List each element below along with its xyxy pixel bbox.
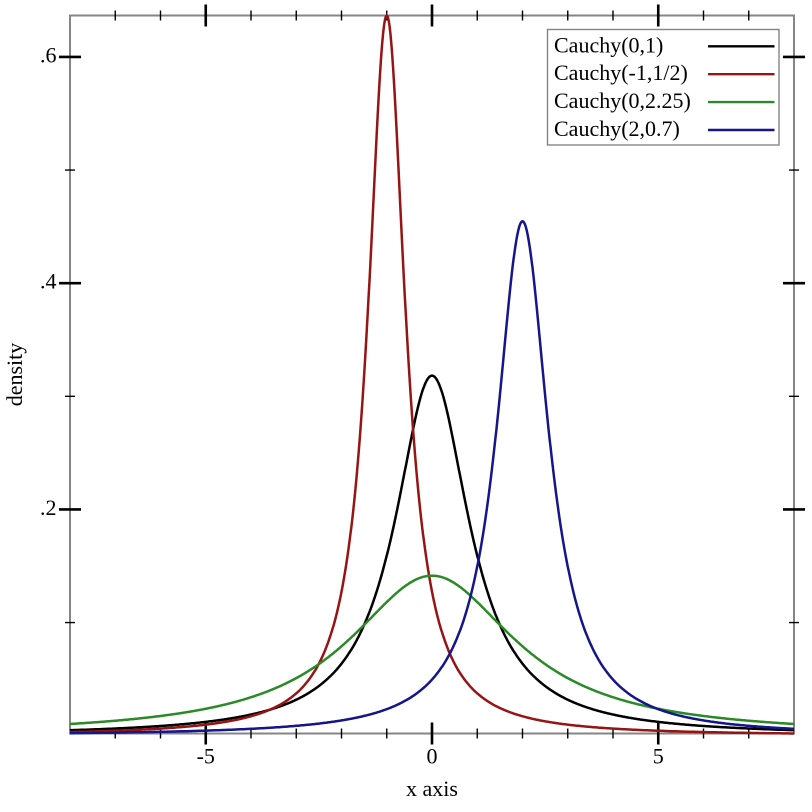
svg-text:x axis: x axis bbox=[406, 776, 458, 801]
svg-text:Cauchy(2,0.7): Cauchy(2,0.7) bbox=[554, 116, 680, 141]
svg-text:Cauchy(0,1): Cauchy(0,1) bbox=[554, 32, 663, 57]
svg-text:Cauchy(-1,1/2): Cauchy(-1,1/2) bbox=[554, 60, 688, 85]
svg-text:.2: .2 bbox=[40, 495, 57, 520]
svg-text:-5: -5 bbox=[197, 744, 215, 769]
svg-text:.6: .6 bbox=[40, 42, 57, 67]
svg-text:density: density bbox=[2, 343, 27, 407]
svg-text:5: 5 bbox=[653, 744, 664, 769]
svg-text:Cauchy(0,2.25): Cauchy(0,2.25) bbox=[554, 88, 691, 113]
svg-text:0: 0 bbox=[427, 744, 438, 769]
svg-text:.4: .4 bbox=[40, 269, 57, 294]
